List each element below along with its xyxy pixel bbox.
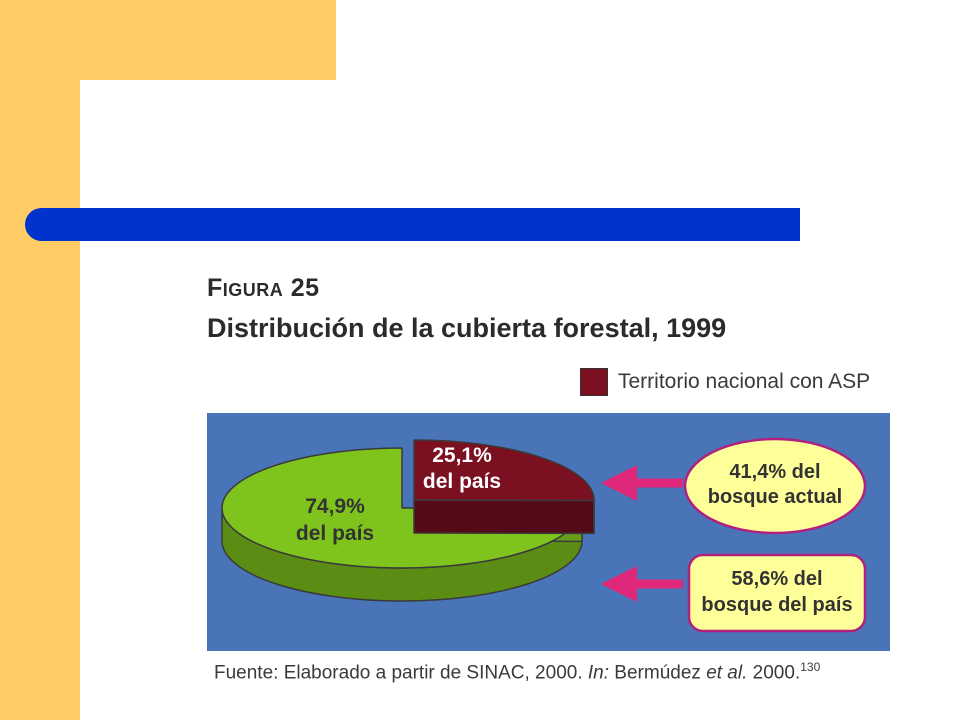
callout-bottom-line2: bosque del país xyxy=(701,594,852,616)
callout-top-line2: bosque actual xyxy=(708,486,842,508)
source-etal: et al. xyxy=(706,662,748,684)
source-year: 2000. xyxy=(752,662,801,684)
slice-label-asp-text: del país xyxy=(423,470,501,493)
legend: Territorio nacional con ASP xyxy=(580,368,870,396)
slice-label-rest-percent: 74,9% xyxy=(305,495,365,518)
callout-top-shape xyxy=(683,437,867,535)
source-ref: 130 xyxy=(800,660,821,674)
chart-area: 25,1% del país 74,9% del país 41,4% del … xyxy=(207,413,890,651)
callout-bottom-shape xyxy=(687,553,867,633)
figure-number: Figura 25 xyxy=(207,274,320,302)
source-note: Fuente: Elaborado a partir de SINAC, 200… xyxy=(214,660,820,684)
slice-top-asp xyxy=(413,439,595,502)
source-prefix: Fuente: Elaborado a partir de SINAC, 200… xyxy=(214,662,583,684)
accent-bar xyxy=(25,208,800,241)
slice-top-rest xyxy=(221,447,583,569)
background-left-band xyxy=(0,0,80,720)
slice-wall-asp xyxy=(413,499,595,535)
slice-label-asp-percent: 25,1% xyxy=(432,444,492,467)
callout-top-line1: 41,4% del xyxy=(729,461,820,483)
source-author: Bermúdez xyxy=(614,662,701,684)
source-in: In: xyxy=(587,662,610,684)
legend-label: Territorio nacional con ASP xyxy=(618,370,871,393)
pie-chart: 25,1% del país 74,9% del país 41,4% del … xyxy=(221,437,867,633)
callout-bottom-line1: 58,6% del xyxy=(731,568,822,590)
legend-swatch xyxy=(580,368,608,396)
figure-title: Distribución de la cubierta forestal, 19… xyxy=(207,313,727,343)
slide-corner xyxy=(80,80,180,180)
slice-label-rest-text: del país xyxy=(296,522,374,545)
